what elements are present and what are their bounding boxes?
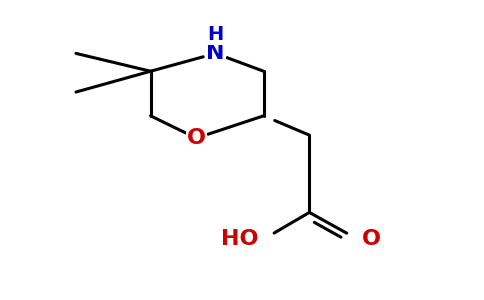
Text: HO: HO [221,229,259,249]
Text: O: O [363,229,381,249]
Text: N: N [206,44,225,63]
Text: O: O [187,128,206,148]
Text: H: H [208,25,224,44]
